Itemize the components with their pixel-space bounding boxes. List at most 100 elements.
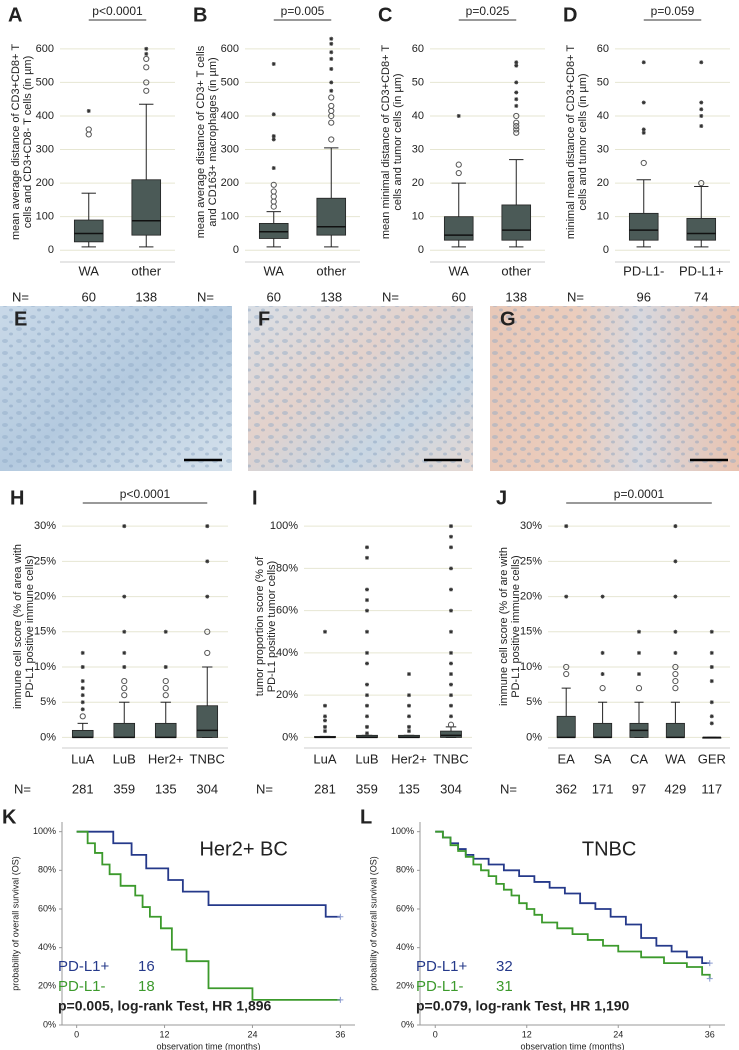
box bbox=[196, 705, 219, 738]
y-tick-label: 0 bbox=[233, 244, 239, 256]
extreme-outlier bbox=[449, 672, 453, 677]
y-tick-label: 10 bbox=[412, 211, 424, 223]
survival-curve bbox=[76, 830, 341, 918]
panel-letter: J bbox=[496, 487, 507, 509]
y-tick-label: 40 bbox=[597, 110, 609, 122]
extreme-outlier bbox=[365, 693, 369, 698]
outlier bbox=[121, 692, 128, 699]
y-tick-label: 50 bbox=[597, 76, 609, 88]
n-label: N= bbox=[197, 289, 214, 304]
chart-title: TNBC bbox=[582, 838, 636, 860]
n-value: 359 bbox=[356, 781, 378, 796]
extreme-outlier bbox=[449, 629, 453, 634]
extreme-outlier bbox=[709, 714, 714, 719]
extreme-outlier bbox=[514, 90, 519, 95]
y-axis-label: cells and tumor cells (in µm) bbox=[577, 73, 589, 210]
extreme-outlier bbox=[449, 682, 453, 687]
extreme-outlier bbox=[329, 56, 334, 61]
p-value: p=0.005 bbox=[281, 4, 325, 18]
y-tick-label: 30 bbox=[412, 143, 424, 155]
y-tick-label: 20% bbox=[276, 689, 298, 701]
y-tick-label: 50 bbox=[412, 76, 424, 88]
extreme-outlier bbox=[271, 134, 276, 139]
y-tick-label: 400 bbox=[36, 110, 54, 122]
y-tick-label: 60% bbox=[396, 903, 414, 913]
outlier bbox=[162, 685, 169, 692]
extreme-outlier bbox=[271, 137, 276, 142]
survival-curve bbox=[435, 830, 710, 965]
extreme-outlier bbox=[80, 700, 85, 705]
y-tick-label: 30 bbox=[597, 143, 609, 155]
y-axis-label: probability of overall survival (OS) bbox=[10, 856, 20, 991]
x-tick-label: SA bbox=[594, 751, 612, 766]
legend-label: PD-L1+ bbox=[416, 958, 468, 975]
censor-mark bbox=[706, 975, 713, 982]
x-tick-label: 0 bbox=[433, 1029, 438, 1039]
censor-mark bbox=[706, 960, 713, 967]
y-tick-label: 10 bbox=[597, 211, 609, 223]
extreme-outlier bbox=[514, 63, 519, 68]
x-tick-label: other bbox=[501, 263, 531, 278]
y-tick-label: 20% bbox=[396, 981, 414, 991]
outlier bbox=[143, 87, 150, 94]
y-tick-label: 15% bbox=[520, 626, 542, 638]
y-tick-label: 20% bbox=[38, 981, 56, 991]
outlier bbox=[563, 663, 570, 671]
extreme-outlier bbox=[407, 714, 411, 719]
outlier bbox=[143, 64, 150, 71]
y-tick-label: 200 bbox=[36, 177, 54, 189]
n-value: 281 bbox=[314, 781, 336, 796]
panel-letter: G bbox=[500, 308, 516, 330]
n-value: 281 bbox=[72, 781, 94, 796]
outlier bbox=[513, 126, 520, 133]
n-label: N= bbox=[14, 781, 31, 796]
y-axis-label: cells and CD3+CD8- T cells (in µm) bbox=[22, 56, 34, 229]
extreme-outlier bbox=[407, 672, 411, 677]
y-tick-label: 300 bbox=[221, 143, 239, 155]
censor-mark bbox=[337, 913, 344, 920]
y-tick-label: 30% bbox=[34, 520, 56, 532]
y-tick-label: 200 bbox=[221, 177, 239, 189]
y-tick-label: 80% bbox=[396, 865, 414, 875]
extreme-outlier bbox=[564, 594, 569, 599]
outlier bbox=[328, 107, 335, 115]
outlier bbox=[204, 628, 211, 635]
extreme-outlier bbox=[637, 629, 641, 634]
x-tick-label: WA bbox=[79, 263, 100, 278]
x-tick-label: 0 bbox=[74, 1029, 79, 1039]
x-tick-label: Her2+ bbox=[391, 751, 427, 766]
y-tick-label: 0% bbox=[282, 731, 298, 743]
box bbox=[443, 216, 474, 241]
y-tick-label: 5% bbox=[40, 696, 56, 708]
extreme-outlier bbox=[641, 100, 646, 105]
n-value: 60 bbox=[452, 289, 466, 304]
y-tick-label: 0 bbox=[48, 244, 54, 256]
y-tick-label: 80% bbox=[38, 865, 56, 875]
y-tick-label: 20 bbox=[412, 177, 424, 189]
n-value: 362 bbox=[555, 781, 577, 796]
p-value: p<0.0001 bbox=[92, 4, 143, 18]
annotation: p=0.079, log-rank Test, HR 1,190 bbox=[416, 998, 630, 1014]
y-tick-label: 0 bbox=[418, 244, 424, 256]
extreme-outlier bbox=[122, 594, 127, 599]
outlier bbox=[698, 180, 705, 187]
x-tick-label: GER bbox=[698, 751, 726, 766]
n-value: 97 bbox=[632, 781, 646, 796]
p-value: p=0.025 bbox=[466, 4, 510, 18]
extreme-outlier bbox=[144, 46, 149, 51]
outlier bbox=[162, 677, 169, 685]
extreme-outlier bbox=[365, 714, 369, 719]
x-tick-label: other bbox=[316, 263, 346, 278]
x-tick-label: 36 bbox=[335, 1029, 345, 1039]
extreme-outlier bbox=[600, 650, 605, 655]
extreme-outlier bbox=[80, 650, 85, 655]
legend-label: PD-L1+ bbox=[58, 958, 110, 975]
box bbox=[316, 197, 347, 236]
panel-letter: E bbox=[14, 308, 27, 330]
y-axis-label: cells and tumor cells (in µm) bbox=[392, 73, 404, 210]
extreme-outlier bbox=[122, 665, 127, 669]
panel-letter: C bbox=[378, 4, 392, 26]
extreme-outlier bbox=[449, 534, 453, 539]
box bbox=[556, 715, 576, 738]
extreme-outlier bbox=[144, 51, 149, 56]
